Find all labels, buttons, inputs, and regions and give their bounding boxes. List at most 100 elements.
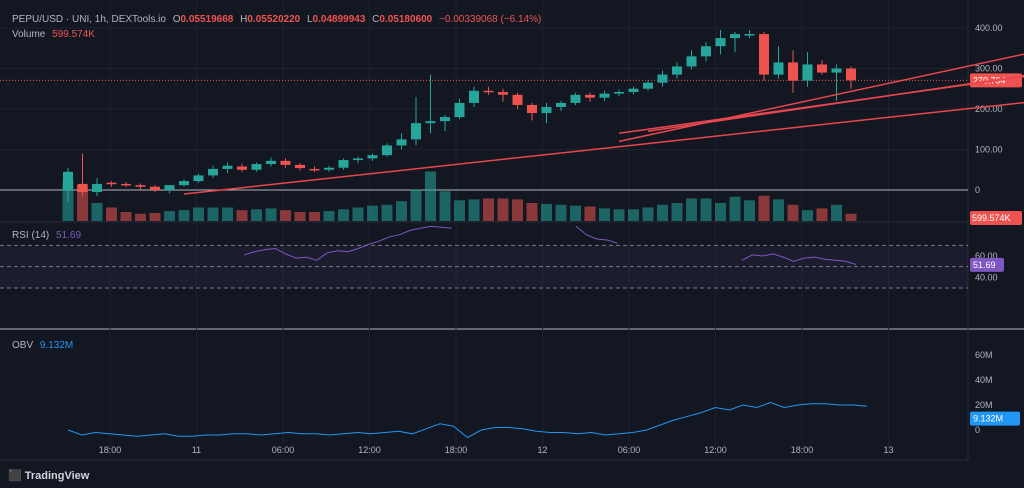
candle-body — [846, 68, 856, 81]
candle-body — [222, 165, 233, 169]
volume-bar — [294, 212, 306, 221]
close-value: 0.05180600 — [379, 14, 433, 25]
volume-bar — [106, 207, 117, 221]
obv-tick-label: 0 — [975, 425, 980, 435]
candle-body — [483, 90, 494, 93]
candle-body — [469, 90, 479, 103]
candle-body — [556, 102, 566, 107]
volume-bar — [149, 212, 161, 221]
volume-bar — [845, 213, 857, 221]
volume-bar — [265, 208, 277, 221]
candle-body — [643, 82, 653, 89]
candle-body — [614, 91, 624, 94]
rsi-line — [575, 225, 618, 244]
obv-tick-label: 40M — [975, 375, 993, 385]
volume-bar — [439, 191, 451, 221]
rsi-line — [244, 225, 452, 261]
high-value: 0.05520220 — [247, 14, 301, 25]
candle-body — [454, 102, 465, 118]
candle-body — [251, 164, 262, 170]
symbol-title[interactable]: PEPU/USD · UNI, 1h, DEXTools.io — [12, 14, 166, 25]
volume-bar — [526, 203, 538, 221]
volume-badge — [970, 211, 1022, 225]
candle-body — [657, 74, 668, 83]
candle-body — [512, 94, 523, 105]
tradingview-label: TradingView — [24, 470, 90, 482]
volume-bar — [251, 209, 262, 221]
obv-tick-label: 20M — [975, 400, 993, 410]
volume-bar — [831, 204, 842, 221]
candle-body — [295, 164, 305, 169]
candle-body — [353, 158, 363, 161]
candle-body — [367, 155, 378, 159]
obv-line — [67, 401, 867, 439]
volume-bar — [512, 199, 523, 221]
volume-bar — [352, 207, 364, 221]
volume-bar — [77, 185, 88, 221]
time-tick-label: 12 — [537, 445, 547, 455]
rsi-value: 51.69 — [56, 230, 82, 241]
volume-bar — [671, 203, 683, 221]
volume-bar — [642, 207, 654, 221]
candle-body — [237, 166, 247, 170]
time-tick-label: 18:00 — [791, 445, 814, 455]
volume-bar — [410, 189, 422, 221]
rsi-badge-label: 51.69 — [973, 260, 996, 270]
volume-bar — [309, 212, 320, 221]
volume-legend: Volume 599.574K — [12, 29, 99, 40]
time-tick-label: 18:00 — [99, 445, 122, 455]
candle-body — [179, 181, 189, 186]
trendline — [647, 74, 1024, 133]
volume-bar — [613, 209, 625, 221]
candle-body — [759, 34, 769, 75]
candle-body — [193, 175, 204, 182]
volume-bar — [599, 208, 610, 221]
volume-bar — [744, 200, 755, 221]
time-tick-label: 18:00 — [445, 445, 468, 455]
volume-bar — [787, 204, 799, 221]
candle-body — [831, 68, 842, 73]
candle-body — [77, 183, 88, 193]
obv-badge-label: 9.132M — [973, 414, 1003, 424]
candle-body — [150, 186, 160, 190]
candle-body — [585, 94, 595, 98]
candle-body — [440, 117, 450, 122]
volume-bar — [773, 199, 784, 221]
volume-bar — [396, 201, 407, 221]
candle-body — [164, 185, 175, 190]
candle-body — [773, 62, 784, 75]
candle-body — [324, 167, 334, 170]
volume-bar — [657, 204, 668, 221]
volume-bar — [135, 213, 146, 221]
candle-body — [802, 64, 813, 81]
tradingview-logo[interactable]: ⬛ TradingView — [8, 469, 89, 482]
volume-bar — [381, 204, 393, 221]
candle-body — [121, 183, 131, 186]
candle-body — [686, 56, 697, 67]
volume-bar — [367, 205, 378, 221]
price-tick-label: 0 — [975, 185, 980, 195]
volume-bar — [323, 211, 335, 221]
volume-bar — [628, 209, 639, 221]
candle-body — [744, 34, 755, 36]
candle-body — [599, 93, 610, 98]
volume-bar — [715, 203, 726, 221]
volume-bar — [338, 209, 349, 221]
rsi-tick-label: 40.00 — [975, 272, 998, 282]
price-tick-label: 200.00 — [975, 104, 1003, 114]
volume-bar — [425, 171, 436, 221]
time-tick-label: 12:00 — [704, 445, 727, 455]
volume-bar — [280, 210, 291, 221]
candle-body — [266, 160, 276, 165]
volume-bar — [468, 199, 480, 221]
candle-body — [672, 66, 682, 75]
volume-bar — [816, 208, 828, 221]
candle-body — [106, 182, 117, 185]
volume-bar — [555, 204, 567, 221]
volume-bar — [454, 200, 465, 221]
trendline — [183, 101, 1024, 195]
volume-bar — [584, 206, 596, 221]
rsi-badge — [970, 257, 1004, 272]
candle-body — [730, 34, 740, 39]
